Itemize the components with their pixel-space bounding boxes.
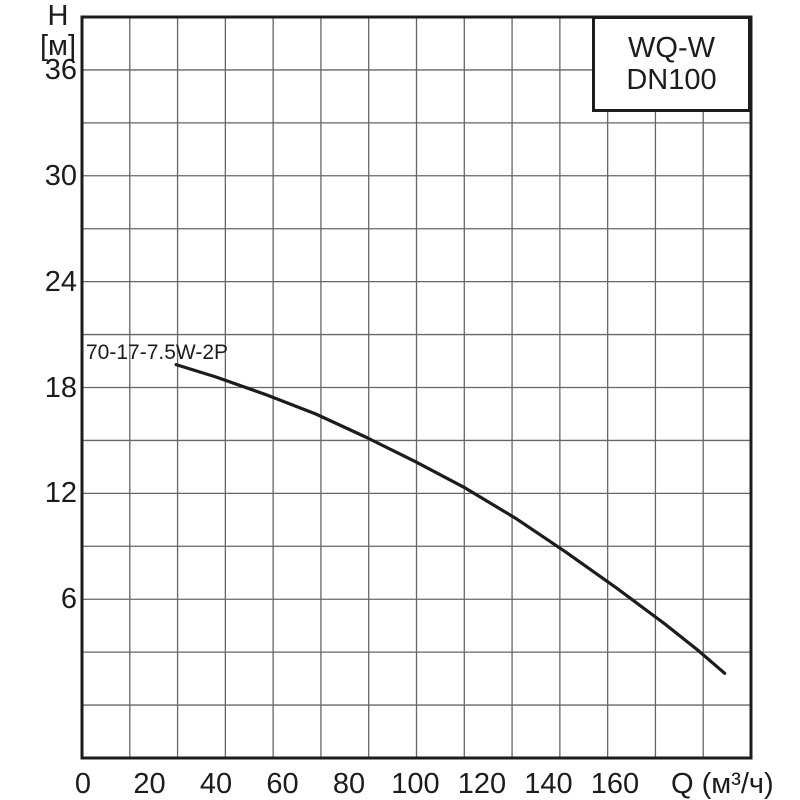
x-tick-label: 140 [524,768,573,800]
x-tick-label: 0 [74,768,92,800]
y-tick-label: 18 [44,371,77,404]
x-tick-label: 20 [133,768,166,800]
curve-label: 70-17-7.5W-2P [86,341,229,364]
x-tick-label: 120 [457,768,507,800]
x-tick-label: 160 [590,768,640,800]
y-tick-label: 30 [44,159,77,192]
x-axis-title: Q (м³/ч) [671,768,774,800]
x-tick-label: 40 [199,768,233,800]
y-axis-title: H [47,0,69,32]
y-axis-unit: [м] [39,30,77,62]
legend-series-name: WQ-W [628,32,715,64]
y-tick-label: 36 [44,54,77,87]
x-tick-label: 60 [266,768,299,800]
y-tick-label: 6 [60,583,77,616]
plot-frame [80,15,753,760]
legend-series-size: DN100 [626,64,717,96]
y-tick-label: 24 [44,265,77,298]
x-tick-label: 100 [391,768,440,800]
y-tick-label: 12 [44,477,77,510]
legend-box: WQ-W DN100 [592,16,751,112]
x-tick-label: 80 [332,768,366,800]
pump-curve [174,363,727,675]
